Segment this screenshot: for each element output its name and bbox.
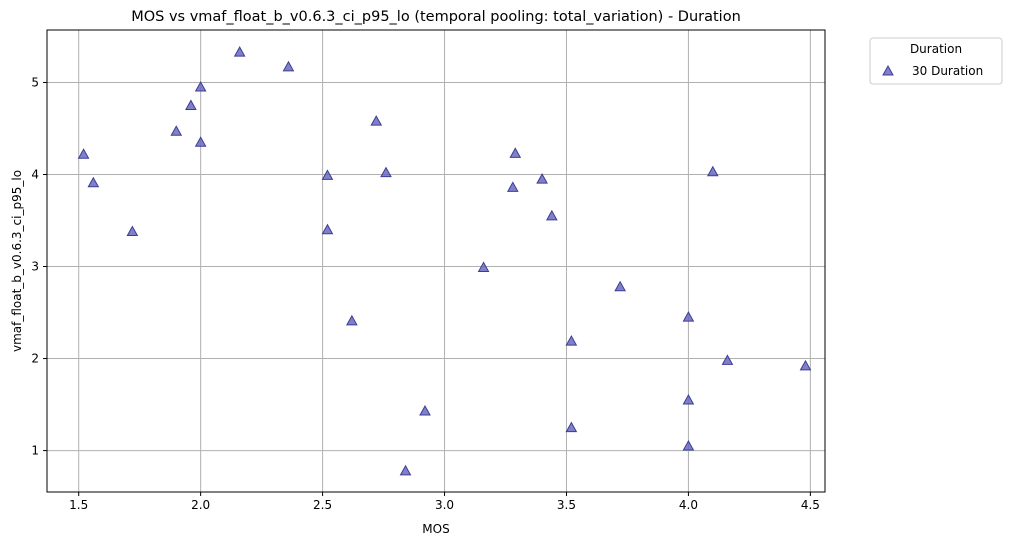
chart-title: MOS vs vmaf_float_b_v0.6.3_ci_p95_lo (te… [131, 9, 741, 25]
data-point [477, 261, 490, 272]
y-tick-label: 4 [31, 167, 39, 181]
data-point [321, 169, 334, 180]
data-point [399, 464, 412, 476]
data-point [721, 354, 734, 365]
y-tick-label: 1 [31, 444, 39, 458]
data-point [233, 46, 246, 57]
data-point [170, 125, 183, 136]
data-point [87, 176, 100, 188]
data-point [682, 439, 695, 451]
x-tick-label: 2.0 [191, 498, 210, 512]
data-point [682, 393, 695, 405]
data-point [346, 314, 358, 326]
x-axis-ticks: 1.5 2.0 2.5 3.0 3.5 4.0 4.5 [69, 492, 820, 512]
x-tick-label: 4.0 [679, 498, 698, 512]
data-point [536, 173, 548, 184]
data-point [282, 60, 295, 72]
data-point [380, 166, 392, 178]
data-point [506, 181, 519, 192]
data-point [77, 148, 90, 159]
data-point [614, 280, 626, 292]
x-tick-label: 3.5 [557, 498, 576, 512]
data-point [194, 81, 207, 92]
x-tick-label: 2.5 [313, 498, 332, 512]
data-point [706, 165, 719, 177]
data-point [126, 225, 139, 237]
grid-lines [47, 30, 825, 492]
data-point [419, 404, 431, 416]
y-tick-label: 3 [31, 260, 39, 274]
legend-box [869, 37, 1003, 85]
data-point [565, 335, 578, 346]
legend-marker [882, 64, 894, 76]
y-tick-label: 2 [31, 352, 39, 366]
data-points [77, 46, 812, 476]
data-point [565, 421, 578, 433]
data-point [370, 115, 383, 126]
data-point [509, 147, 522, 158]
x-tick-label: 4.5 [801, 498, 820, 512]
data-point [321, 223, 334, 235]
legend-title: Duration [910, 42, 962, 56]
x-tick-label: 1.5 [69, 498, 88, 512]
data-point [682, 311, 695, 322]
data-point [194, 136, 207, 147]
legend-entry-label: 30 Duration [912, 64, 983, 78]
y-axis-ticks: 1 2 3 4 5 [31, 75, 47, 458]
data-point [545, 209, 558, 221]
data-point [185, 99, 197, 110]
data-point [799, 359, 812, 371]
y-axis-label: vmaf_float_b_v0.6.3_ci_p95_lo [10, 170, 24, 352]
y-tick-label: 5 [31, 75, 39, 89]
legend: Duration 30 Duration [869, 37, 1003, 85]
x-tick-label: 3.0 [435, 498, 454, 512]
x-axis-label: MOS [422, 522, 449, 536]
plot-frame [46, 29, 826, 493]
